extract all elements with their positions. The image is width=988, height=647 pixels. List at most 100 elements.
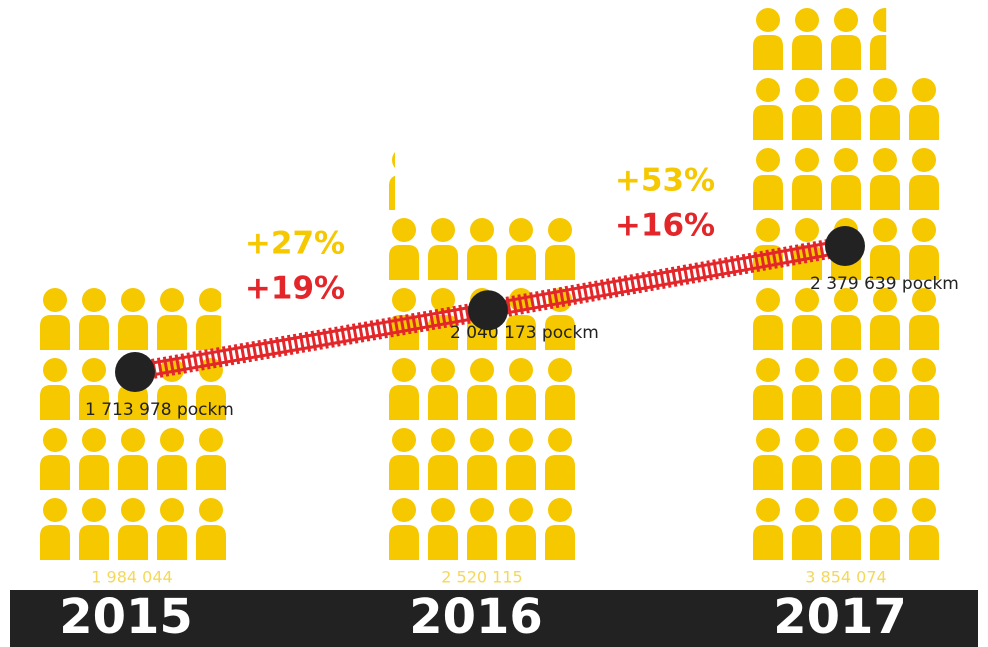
person-head — [795, 288, 819, 312]
person-head — [873, 288, 897, 312]
person-body — [157, 315, 187, 350]
person-head — [795, 148, 819, 172]
person-body — [870, 385, 900, 420]
person-head — [431, 218, 455, 242]
person-body — [792, 315, 822, 350]
person-head — [82, 358, 106, 382]
person-head — [470, 498, 494, 522]
person-body — [428, 525, 458, 560]
person-head — [392, 498, 416, 522]
person-head — [548, 498, 572, 522]
person-body — [79, 385, 109, 420]
person-head — [392, 218, 416, 242]
person-body — [831, 455, 861, 490]
person-head — [548, 358, 572, 382]
person-head — [121, 288, 145, 312]
person-head — [43, 498, 67, 522]
person-body — [467, 245, 497, 280]
person-head — [431, 498, 455, 522]
person-head — [431, 428, 455, 452]
person-head — [756, 148, 780, 172]
person-body — [157, 385, 187, 420]
person-body — [389, 525, 419, 560]
person-head — [795, 498, 819, 522]
person-head — [82, 498, 106, 522]
pictogram-column — [389, 152, 575, 560]
person-head — [795, 8, 819, 32]
person-head — [834, 288, 858, 312]
person-head — [873, 8, 887, 32]
person-body — [428, 385, 458, 420]
person-body — [389, 455, 419, 490]
person-head — [43, 358, 67, 382]
person-body — [545, 525, 575, 560]
person-head — [756, 78, 780, 102]
growth-pkm: +16% — [615, 208, 715, 244]
person-head — [912, 218, 936, 242]
person-body — [545, 385, 575, 420]
growth-passengers: +53% — [615, 163, 715, 199]
person-head — [912, 358, 936, 382]
passenger-label: 2 520 115 — [441, 568, 522, 587]
station-dot — [468, 290, 508, 331]
person-head — [795, 358, 819, 382]
person-body — [909, 105, 939, 140]
person-body — [792, 175, 822, 210]
pictogram-column — [40, 288, 226, 560]
person-body — [389, 245, 419, 280]
person-body — [428, 245, 458, 280]
person-body — [753, 35, 783, 70]
person-head — [834, 498, 858, 522]
person-body — [753, 315, 783, 350]
person-body — [157, 455, 187, 490]
person-body — [870, 525, 900, 560]
rail-sleepers — [133, 236, 847, 382]
person-body — [753, 525, 783, 560]
pictogram-column — [753, 8, 939, 560]
person-body — [909, 525, 939, 560]
person-body — [792, 525, 822, 560]
person-head — [834, 428, 858, 452]
person-body — [753, 105, 783, 140]
person-body — [909, 385, 939, 420]
person-body — [909, 175, 939, 210]
person-body — [753, 385, 783, 420]
person-head — [873, 78, 897, 102]
person-body — [428, 455, 458, 490]
person-head — [509, 428, 533, 452]
person-head — [509, 498, 533, 522]
person-head — [756, 498, 780, 522]
person-body — [196, 385, 226, 420]
person-head — [756, 428, 780, 452]
person-head — [392, 288, 416, 312]
pkm-label: 2 379 639 pockm — [810, 274, 959, 294]
person-body — [506, 245, 536, 280]
person-head — [912, 148, 936, 172]
person-head — [795, 218, 819, 242]
person-body — [157, 525, 187, 560]
person-body — [506, 525, 536, 560]
year-bar — [10, 590, 978, 647]
person-body — [389, 175, 396, 210]
person-body — [870, 35, 887, 70]
person-head — [160, 498, 184, 522]
person-body — [79, 525, 109, 560]
person-body — [831, 315, 861, 350]
person-body — [389, 385, 419, 420]
person-body — [870, 245, 900, 280]
person-body — [467, 455, 497, 490]
person-body — [79, 315, 109, 350]
person-body — [831, 385, 861, 420]
person-head — [509, 218, 533, 242]
person-head — [121, 498, 145, 522]
growth-pkm: +19% — [245, 271, 345, 307]
person-body — [40, 525, 70, 560]
person-head — [873, 498, 897, 522]
person-body — [792, 105, 822, 140]
passenger-label: 1 984 044 — [91, 568, 172, 587]
station-dot — [825, 226, 865, 266]
partial-person — [389, 152, 396, 210]
person-body — [870, 455, 900, 490]
person-body — [870, 315, 900, 350]
